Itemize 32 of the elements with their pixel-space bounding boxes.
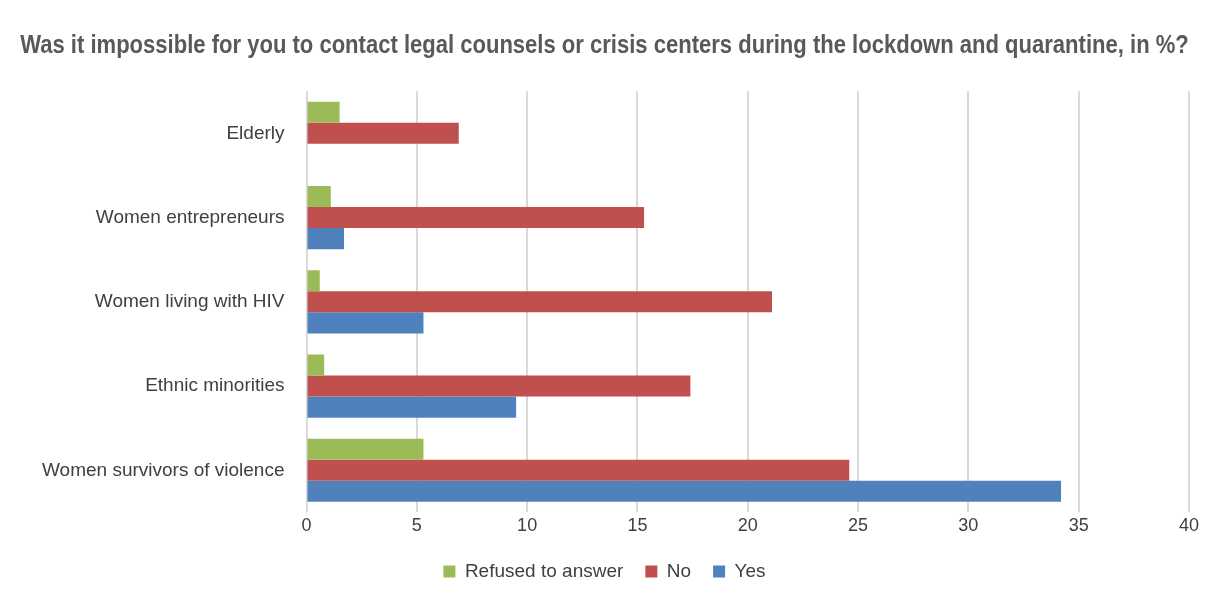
chart-title: Was it impossible for you to contact legal counsels or crisis centers during the lockdown and quarantine, in %? — [20, 29, 1189, 59]
x-tick-label: 20 — [737, 515, 758, 536]
x-tick-label: 30 — [958, 515, 979, 536]
bar — [307, 396, 517, 418]
legend-label: Refused to answer — [464, 559, 624, 581]
x-tick-label: 10 — [517, 515, 538, 536]
bar — [307, 185, 331, 208]
bar — [307, 312, 424, 334]
x-tick-label: 40 — [1178, 515, 1200, 536]
bar — [307, 480, 1062, 502]
bar — [307, 459, 850, 481]
legend-label: No — [666, 559, 692, 581]
bar — [307, 354, 325, 376]
x-tick-label: 15 — [627, 515, 648, 536]
y-tick-label: Women survivors of violence — [41, 458, 285, 480]
bar — [307, 122, 459, 144]
bar — [307, 228, 345, 250]
x-tick-label: 0 — [301, 515, 312, 536]
y-tick-label: Elderly — [226, 121, 286, 143]
x-tick-label: 35 — [1068, 515, 1089, 536]
x-tick-label: 25 — [848, 515, 869, 536]
bar — [307, 270, 320, 292]
bar — [307, 438, 424, 460]
legend-label: Yes — [734, 559, 766, 581]
y-tick-label: Women living with HIV — [94, 290, 285, 312]
bar — [307, 101, 340, 123]
bar — [307, 291, 773, 313]
bar — [307, 375, 691, 397]
y-tick-label: Ethnic minorities — [145, 374, 285, 396]
bar — [307, 207, 645, 229]
x-tick-label: 5 — [411, 515, 422, 536]
y-tick-label: Women entrepreneurs — [95, 205, 285, 227]
